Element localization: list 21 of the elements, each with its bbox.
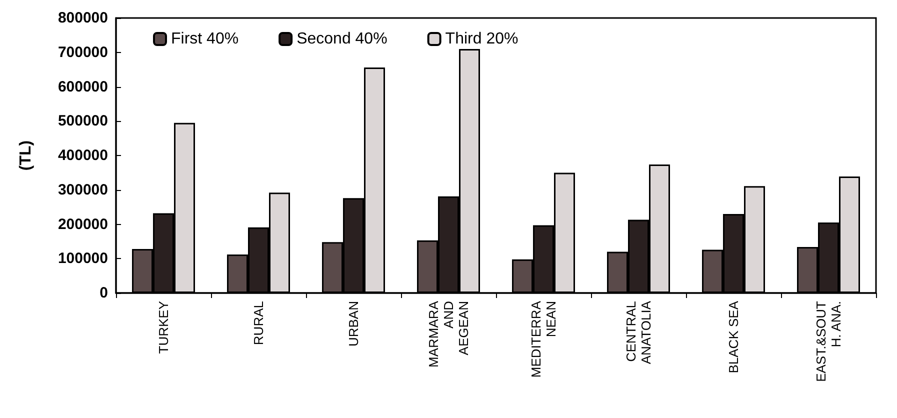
y-tick-label: 800000 [58,10,108,26]
y-tick-label: 500000 [58,112,108,130]
x-tick-label: URBAN [346,301,361,347]
y-tick-label: 0 [100,284,108,302]
y-axis-title: (TL) [18,140,34,171]
y-tick-label: 400000 [58,147,108,164]
legend-label: Third 20% [445,30,518,48]
y-tick-label: 700000 [58,44,108,61]
y-tick-label: 300000 [58,181,108,198]
y-tick-label: 600000 [58,78,108,96]
x-tick-label: TURKEY [156,300,171,354]
x-tick-label: MEDITERRA NEAN [528,300,558,378]
x-tick-label: CENTRAL ANATOLIA [624,300,654,364]
x-tick-label: EAST.&SOUT H. ANA. [814,300,844,382]
legend-label: First 40% [171,30,239,48]
x-tick-label: BLACK SEA [726,300,741,374]
x-tick-label: MARMARA AND AEGEAN [426,300,471,368]
x-tick-label: RURAL [251,301,266,346]
legend-label: Second 40% [296,30,388,48]
y-tick-label: 100000 [58,250,108,268]
y-tick-label: 200000 [58,216,108,233]
